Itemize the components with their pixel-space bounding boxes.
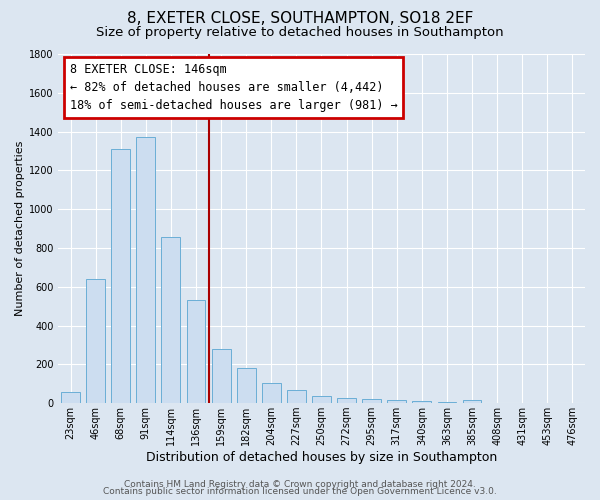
Text: 8 EXETER CLOSE: 146sqm
← 82% of detached houses are smaller (4,442)
18% of semi-: 8 EXETER CLOSE: 146sqm ← 82% of detached… [70, 62, 397, 112]
Bar [412, 401, 431, 403]
Text: Contains public sector information licensed under the Open Government Licence v3: Contains public sector information licen… [103, 487, 497, 496]
Bar [212, 349, 230, 403]
Bar [437, 402, 457, 403]
X-axis label: Distribution of detached houses by size in Southampton: Distribution of detached houses by size … [146, 451, 497, 464]
Bar [287, 390, 306, 403]
Bar [463, 400, 481, 403]
Bar [187, 300, 205, 403]
Bar [312, 396, 331, 403]
Bar [388, 400, 406, 403]
Bar [237, 368, 256, 403]
Bar [262, 383, 281, 403]
Bar [136, 138, 155, 403]
Text: Size of property relative to detached houses in Southampton: Size of property relative to detached ho… [96, 26, 504, 39]
Bar [111, 149, 130, 403]
Text: 8, EXETER CLOSE, SOUTHAMPTON, SO18 2EF: 8, EXETER CLOSE, SOUTHAMPTON, SO18 2EF [127, 11, 473, 26]
Bar [337, 398, 356, 403]
Text: Contains HM Land Registry data © Crown copyright and database right 2024.: Contains HM Land Registry data © Crown c… [124, 480, 476, 489]
Bar [61, 392, 80, 403]
Y-axis label: Number of detached properties: Number of detached properties [15, 141, 25, 316]
Bar [362, 400, 381, 403]
Bar [86, 279, 105, 403]
Bar [161, 238, 181, 403]
